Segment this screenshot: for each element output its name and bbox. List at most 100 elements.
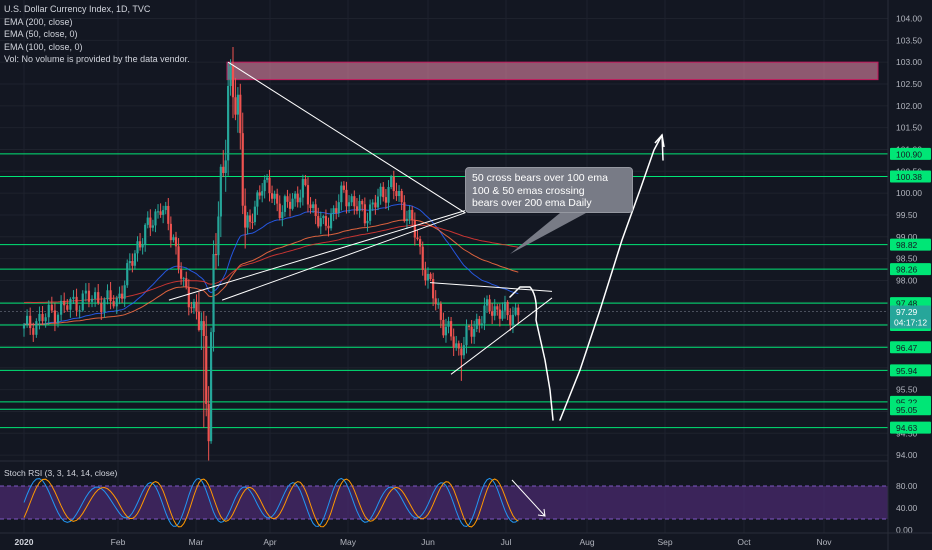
- candle-up: [200, 321, 203, 331]
- candle-up: [44, 317, 47, 322]
- candle-up: [263, 179, 266, 192]
- candle-down: [75, 296, 78, 311]
- candle-up: [444, 326, 448, 336]
- candle-up: [219, 166, 222, 217]
- candle-up: [340, 185, 343, 203]
- resistance-zone: [226, 61, 879, 81]
- candle-down: [460, 348, 463, 356]
- candle-up: [126, 263, 129, 286]
- candle-up: [493, 306, 496, 316]
- candle-up: [485, 299, 489, 306]
- candle-down: [149, 217, 152, 228]
- candle-down: [429, 273, 432, 280]
- candle-down: [419, 239, 422, 247]
- candle-down: [214, 254, 218, 256]
- candle-down: [403, 202, 406, 221]
- candle-up: [319, 218, 322, 227]
- candle-up: [256, 192, 259, 207]
- level-label-text: 95.05: [896, 405, 918, 415]
- candle-up: [164, 205, 167, 211]
- stoch-d-line: [23, 478, 519, 528]
- candle-down: [314, 204, 317, 217]
- ema100-label[interactable]: EMA (100, close, 0): [4, 41, 83, 52]
- triangle-lower-edge: [168, 210, 466, 301]
- candle-down: [270, 193, 274, 199]
- candle-up: [106, 290, 109, 300]
- triangle-pattern-large: [221, 61, 467, 301]
- time-tick-label: Nov: [816, 537, 832, 547]
- candle-down: [392, 176, 395, 192]
- symbol-title[interactable]: U.S. Dollar Currency Index, 1D, TVC: [4, 4, 151, 14]
- candle-down: [382, 186, 385, 198]
- candle-down: [478, 318, 481, 325]
- candle-down: [50, 304, 53, 311]
- candle-up: [390, 176, 393, 188]
- candle-up: [224, 160, 227, 173]
- candle-up: [301, 179, 304, 198]
- candle-up: [136, 241, 139, 254]
- candle-down: [222, 166, 225, 173]
- candle-down: [395, 191, 398, 197]
- candle-down: [416, 237, 419, 240]
- level-label-text: 100.90: [896, 149, 922, 159]
- time-axis[interactable]: 2020 Feb Mar Apr May Jun Jul Aug Sep Oct Nov: [0, 532, 932, 547]
- candle-up: [283, 196, 286, 212]
- candle-up: [369, 204, 372, 221]
- time-tick-label: Sep: [657, 537, 672, 547]
- level-label-text: 95.22: [896, 397, 918, 407]
- candle-up: [38, 313, 41, 322]
- candle-down: [197, 311, 201, 331]
- volume-label[interactable]: Vol: No volume is provided by the data v…: [4, 54, 190, 64]
- candle-down: [112, 301, 115, 307]
- candle-down: [97, 292, 100, 304]
- candle-down: [138, 241, 142, 248]
- candle-down: [185, 278, 188, 288]
- candle-up: [156, 211, 160, 213]
- candle-down: [66, 305, 69, 310]
- level-label-text: 98.26: [896, 265, 918, 275]
- candle-down: [400, 191, 403, 203]
- time-tick-label: Apr: [263, 537, 276, 547]
- annotation-line-1: 50 cross bears over 100 ema: [472, 172, 608, 184]
- callout-annotation[interactable]: 50 cross bears over 100 ema 100 & 50 ema…: [465, 167, 633, 213]
- level-label-tag: [890, 421, 931, 434]
- candle-up: [501, 310, 504, 319]
- candle-down: [241, 133, 244, 206]
- level-label-tag: [890, 263, 931, 276]
- candle-down: [470, 326, 473, 337]
- price-tick-label: 99.00: [896, 232, 918, 242]
- candle-down: [335, 208, 338, 213]
- candle-up: [69, 298, 72, 310]
- ema200-label[interactable]: EMA (200, close): [4, 16, 73, 27]
- time-tick-label: Jul: [501, 537, 512, 547]
- candle-down: [195, 301, 198, 312]
- indicator-legend: U.S. Dollar Currency Index, 1D, TVC EMA …: [4, 3, 190, 66]
- ema50-label[interactable]: EMA (50, close, 0): [4, 29, 78, 39]
- candle-down: [131, 261, 134, 266]
- candle-down: [174, 237, 178, 247]
- candle-up: [253, 206, 257, 223]
- candle-up: [379, 186, 382, 197]
- candle-down: [345, 189, 348, 207]
- price-axis[interactable]: 104.00103.50103.00102.50102.00101.50101.…: [887, 0, 932, 550]
- candle-up: [123, 285, 126, 299]
- candle-down: [509, 315, 512, 326]
- level-label-text: 97.48: [896, 299, 918, 309]
- price-tick-label: 95.50: [896, 385, 918, 395]
- candle-up: [480, 323, 483, 325]
- candle-up: [22, 324, 26, 329]
- price-tick-label: 98.50: [896, 254, 918, 264]
- ema50-line: [23, 203, 519, 326]
- candle-up: [465, 325, 468, 346]
- candle-up: [503, 301, 507, 311]
- candle-up: [294, 193, 297, 199]
- candle-up: [312, 204, 315, 209]
- candle-down: [355, 206, 359, 211]
- candle-down: [239, 94, 242, 134]
- candle-up: [437, 303, 440, 305]
- candle-up: [447, 321, 450, 327]
- candle-up: [217, 216, 220, 256]
- candle-up: [103, 299, 106, 313]
- candle-up: [322, 216, 325, 219]
